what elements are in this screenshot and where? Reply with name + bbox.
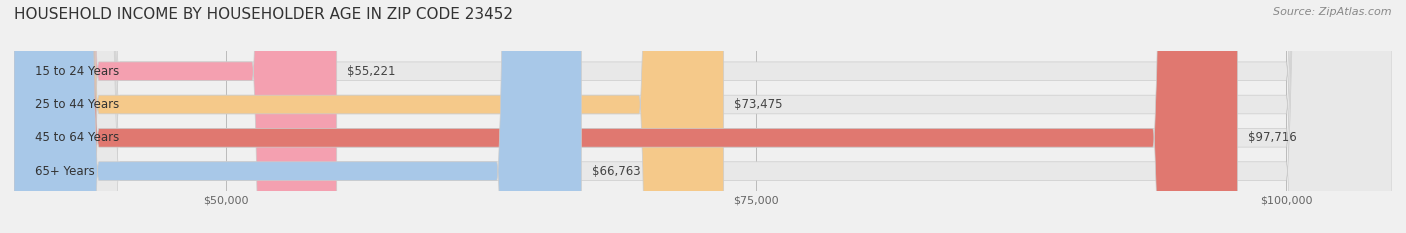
FancyBboxPatch shape: [14, 0, 724, 233]
Text: $66,763: $66,763: [592, 164, 641, 178]
Text: HOUSEHOLD INCOME BY HOUSEHOLDER AGE IN ZIP CODE 23452: HOUSEHOLD INCOME BY HOUSEHOLDER AGE IN Z…: [14, 7, 513, 22]
Text: 45 to 64 Years: 45 to 64 Years: [35, 131, 120, 144]
Text: $73,475: $73,475: [734, 98, 783, 111]
Text: 65+ Years: 65+ Years: [35, 164, 96, 178]
Text: Source: ZipAtlas.com: Source: ZipAtlas.com: [1274, 7, 1392, 17]
FancyBboxPatch shape: [14, 0, 1392, 233]
Text: $55,221: $55,221: [347, 65, 396, 78]
FancyBboxPatch shape: [14, 0, 1392, 233]
FancyBboxPatch shape: [14, 0, 1237, 233]
Text: 25 to 44 Years: 25 to 44 Years: [35, 98, 120, 111]
FancyBboxPatch shape: [14, 0, 336, 233]
Text: $97,716: $97,716: [1249, 131, 1296, 144]
Text: 15 to 24 Years: 15 to 24 Years: [35, 65, 120, 78]
FancyBboxPatch shape: [14, 0, 1392, 233]
FancyBboxPatch shape: [14, 0, 1392, 233]
FancyBboxPatch shape: [14, 0, 582, 233]
